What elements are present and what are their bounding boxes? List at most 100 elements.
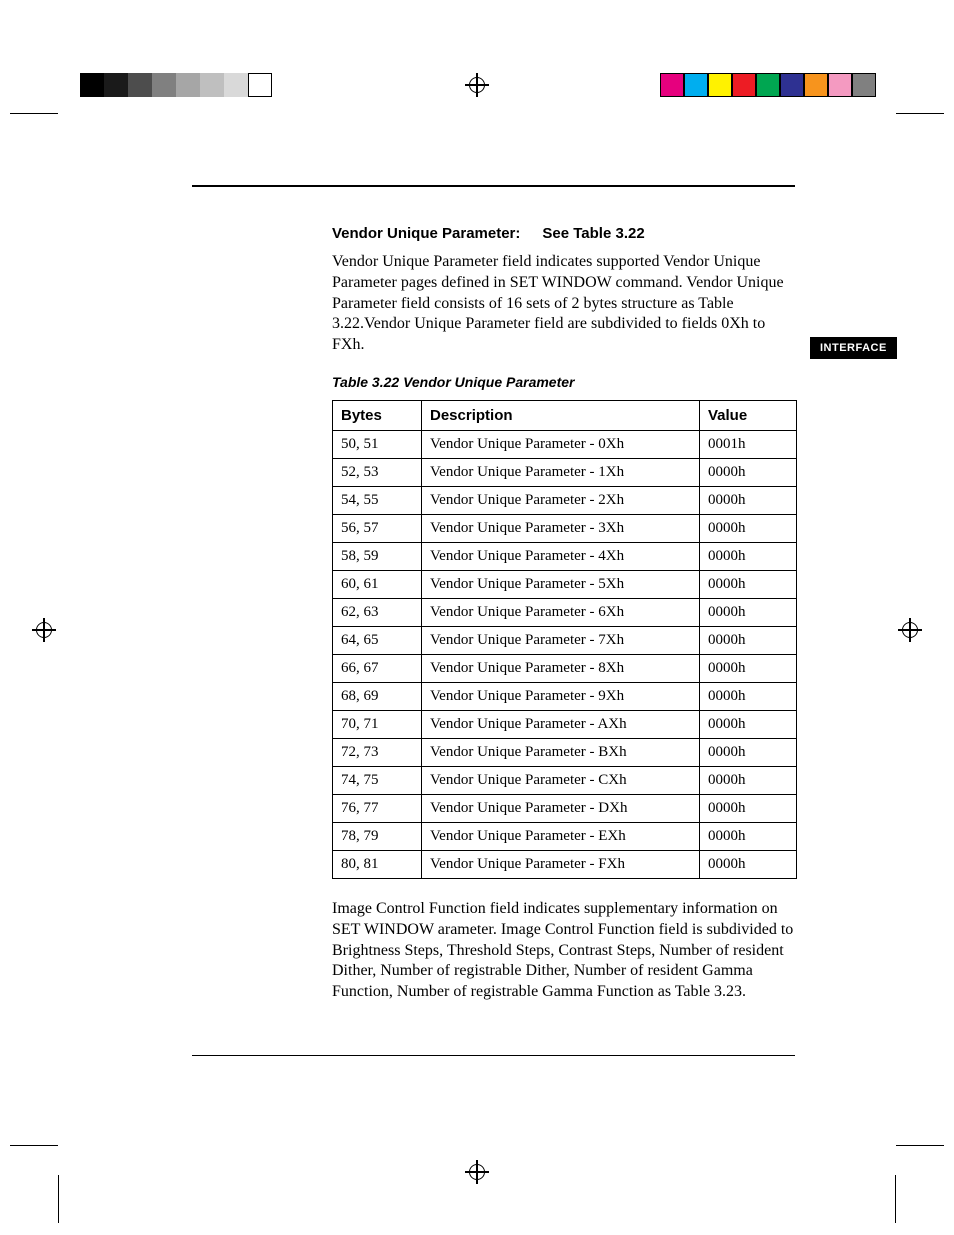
- table-row: 72, 73Vendor Unique Parameter - BXh0000h: [333, 738, 797, 766]
- gray-swatch: [104, 73, 128, 97]
- bottom-rule: [192, 1055, 795, 1056]
- gray-swatch: [128, 73, 152, 97]
- table-cell: 0000h: [700, 794, 797, 822]
- table-cell: Vendor Unique Parameter - DXh: [422, 794, 700, 822]
- table-row: 62, 63Vendor Unique Parameter - 6Xh0000h: [333, 598, 797, 626]
- col-description: Description: [422, 400, 700, 430]
- table-row: 66, 67Vendor Unique Parameter - 8Xh0000h: [333, 654, 797, 682]
- table-cell: Vendor Unique Parameter - 0Xh: [422, 430, 700, 458]
- table-cell: Vendor Unique Parameter - 5Xh: [422, 570, 700, 598]
- table-cell: 76, 77: [333, 794, 422, 822]
- crop-mark: [58, 1175, 59, 1223]
- table-cell: 72, 73: [333, 738, 422, 766]
- registration-mark-icon: [465, 73, 489, 97]
- registration-mark-icon: [898, 618, 922, 642]
- color-strip: [660, 73, 876, 97]
- table-row: 70, 71Vendor Unique Parameter - AXh0000h: [333, 710, 797, 738]
- table-cell: 0000h: [700, 710, 797, 738]
- crop-mark: [896, 1145, 944, 1146]
- table-cell: 0000h: [700, 682, 797, 710]
- table-cell: 54, 55: [333, 486, 422, 514]
- top-rule: [192, 185, 795, 187]
- table-row: 52, 53Vendor Unique Parameter - 1Xh0000h: [333, 458, 797, 486]
- document-page: INTERFACE Vendor Unique Parameter:See Ta…: [0, 0, 954, 1235]
- table-cell: Vendor Unique Parameter - EXh: [422, 822, 700, 850]
- table-cell: 0000h: [700, 626, 797, 654]
- color-swatch: [780, 73, 804, 97]
- table-cell: Vendor Unique Parameter - 9Xh: [422, 682, 700, 710]
- gray-swatch: [152, 73, 176, 97]
- table-row: 78, 79Vendor Unique Parameter - EXh0000h: [333, 822, 797, 850]
- gray-swatch: [80, 73, 104, 97]
- table-row: 64, 65Vendor Unique Parameter - 7Xh0000h: [333, 626, 797, 654]
- color-swatch: [732, 73, 756, 97]
- table-cell: 0000h: [700, 514, 797, 542]
- table-cell: Vendor Unique Parameter - 1Xh: [422, 458, 700, 486]
- table-caption: Table 3.22 Vendor Unique Parameter: [332, 374, 797, 390]
- table-cell: Vendor Unique Parameter - 7Xh: [422, 626, 700, 654]
- parameter-table: Bytes Description Value 50, 51Vendor Uni…: [332, 400, 797, 879]
- table-cell: 70, 71: [333, 710, 422, 738]
- intro-paragraph: Vendor Unique Parameter field indicates …: [332, 252, 797, 356]
- color-swatch: [660, 73, 684, 97]
- table-cell: 0000h: [700, 766, 797, 794]
- section-tab: INTERFACE: [810, 337, 897, 359]
- table-cell: 78, 79: [333, 822, 422, 850]
- table-row: 80, 81Vendor Unique Parameter - FXh0000h: [333, 850, 797, 878]
- table-cell: 0000h: [700, 822, 797, 850]
- table-cell: 74, 75: [333, 766, 422, 794]
- table-cell: 0000h: [700, 738, 797, 766]
- table-cell: 0000h: [700, 486, 797, 514]
- grayscale-strip: [80, 73, 272, 97]
- table-cell: 0000h: [700, 598, 797, 626]
- registration-mark-icon: [32, 618, 56, 642]
- table-cell: Vendor Unique Parameter - AXh: [422, 710, 700, 738]
- table-cell: Vendor Unique Parameter - BXh: [422, 738, 700, 766]
- table-header-row: Bytes Description Value: [333, 400, 797, 430]
- table-cell: 0001h: [700, 430, 797, 458]
- table-row: 74, 75Vendor Unique Parameter - CXh0000h: [333, 766, 797, 794]
- table-cell: 60, 61: [333, 570, 422, 598]
- table-row: 76, 77Vendor Unique Parameter - DXh0000h: [333, 794, 797, 822]
- crop-mark: [895, 1175, 896, 1223]
- table-cell: 0000h: [700, 850, 797, 878]
- table-cell: 80, 81: [333, 850, 422, 878]
- table-cell: 64, 65: [333, 626, 422, 654]
- color-swatch: [756, 73, 780, 97]
- table-row: 50, 51Vendor Unique Parameter - 0Xh0001h: [333, 430, 797, 458]
- content-area: Vendor Unique Parameter:See Table 3.22 V…: [332, 185, 797, 1017]
- table-cell: 50, 51: [333, 430, 422, 458]
- table-cell: Vendor Unique Parameter - CXh: [422, 766, 700, 794]
- table-cell: 66, 67: [333, 654, 422, 682]
- table-cell: Vendor Unique Parameter - FXh: [422, 850, 700, 878]
- table-cell: Vendor Unique Parameter - 6Xh: [422, 598, 700, 626]
- table-cell: Vendor Unique Parameter - 2Xh: [422, 486, 700, 514]
- table-cell: 56, 57: [333, 514, 422, 542]
- color-swatch: [804, 73, 828, 97]
- table-cell: Vendor Unique Parameter - 8Xh: [422, 654, 700, 682]
- table-row: 58, 59Vendor Unique Parameter - 4Xh0000h: [333, 542, 797, 570]
- table-row: 54, 55Vendor Unique Parameter - 2Xh0000h: [333, 486, 797, 514]
- crop-mark: [10, 1145, 58, 1146]
- table-cell: Vendor Unique Parameter - 4Xh: [422, 542, 700, 570]
- color-swatch: [852, 73, 876, 97]
- registration-mark-icon: [465, 1160, 489, 1184]
- table-cell: 0000h: [700, 654, 797, 682]
- heading-label: Vendor Unique Parameter:: [332, 225, 520, 242]
- closing-paragraph: Image Control Function field indicates s…: [332, 899, 797, 1003]
- table-row: 60, 61Vendor Unique Parameter - 5Xh0000h: [333, 570, 797, 598]
- table-cell: 0000h: [700, 570, 797, 598]
- table-row: 56, 57Vendor Unique Parameter - 3Xh0000h: [333, 514, 797, 542]
- crop-mark: [10, 113, 58, 114]
- gray-swatch: [200, 73, 224, 97]
- gray-swatch: [224, 73, 248, 97]
- table-cell: 62, 63: [333, 598, 422, 626]
- section-heading: Vendor Unique Parameter:See Table 3.22: [332, 225, 797, 242]
- table-cell: 58, 59: [333, 542, 422, 570]
- table-cell: 0000h: [700, 458, 797, 486]
- gray-swatch: [248, 73, 272, 97]
- color-swatch: [708, 73, 732, 97]
- table-cell: 52, 53: [333, 458, 422, 486]
- table-cell: 68, 69: [333, 682, 422, 710]
- table-row: 68, 69Vendor Unique Parameter - 9Xh0000h: [333, 682, 797, 710]
